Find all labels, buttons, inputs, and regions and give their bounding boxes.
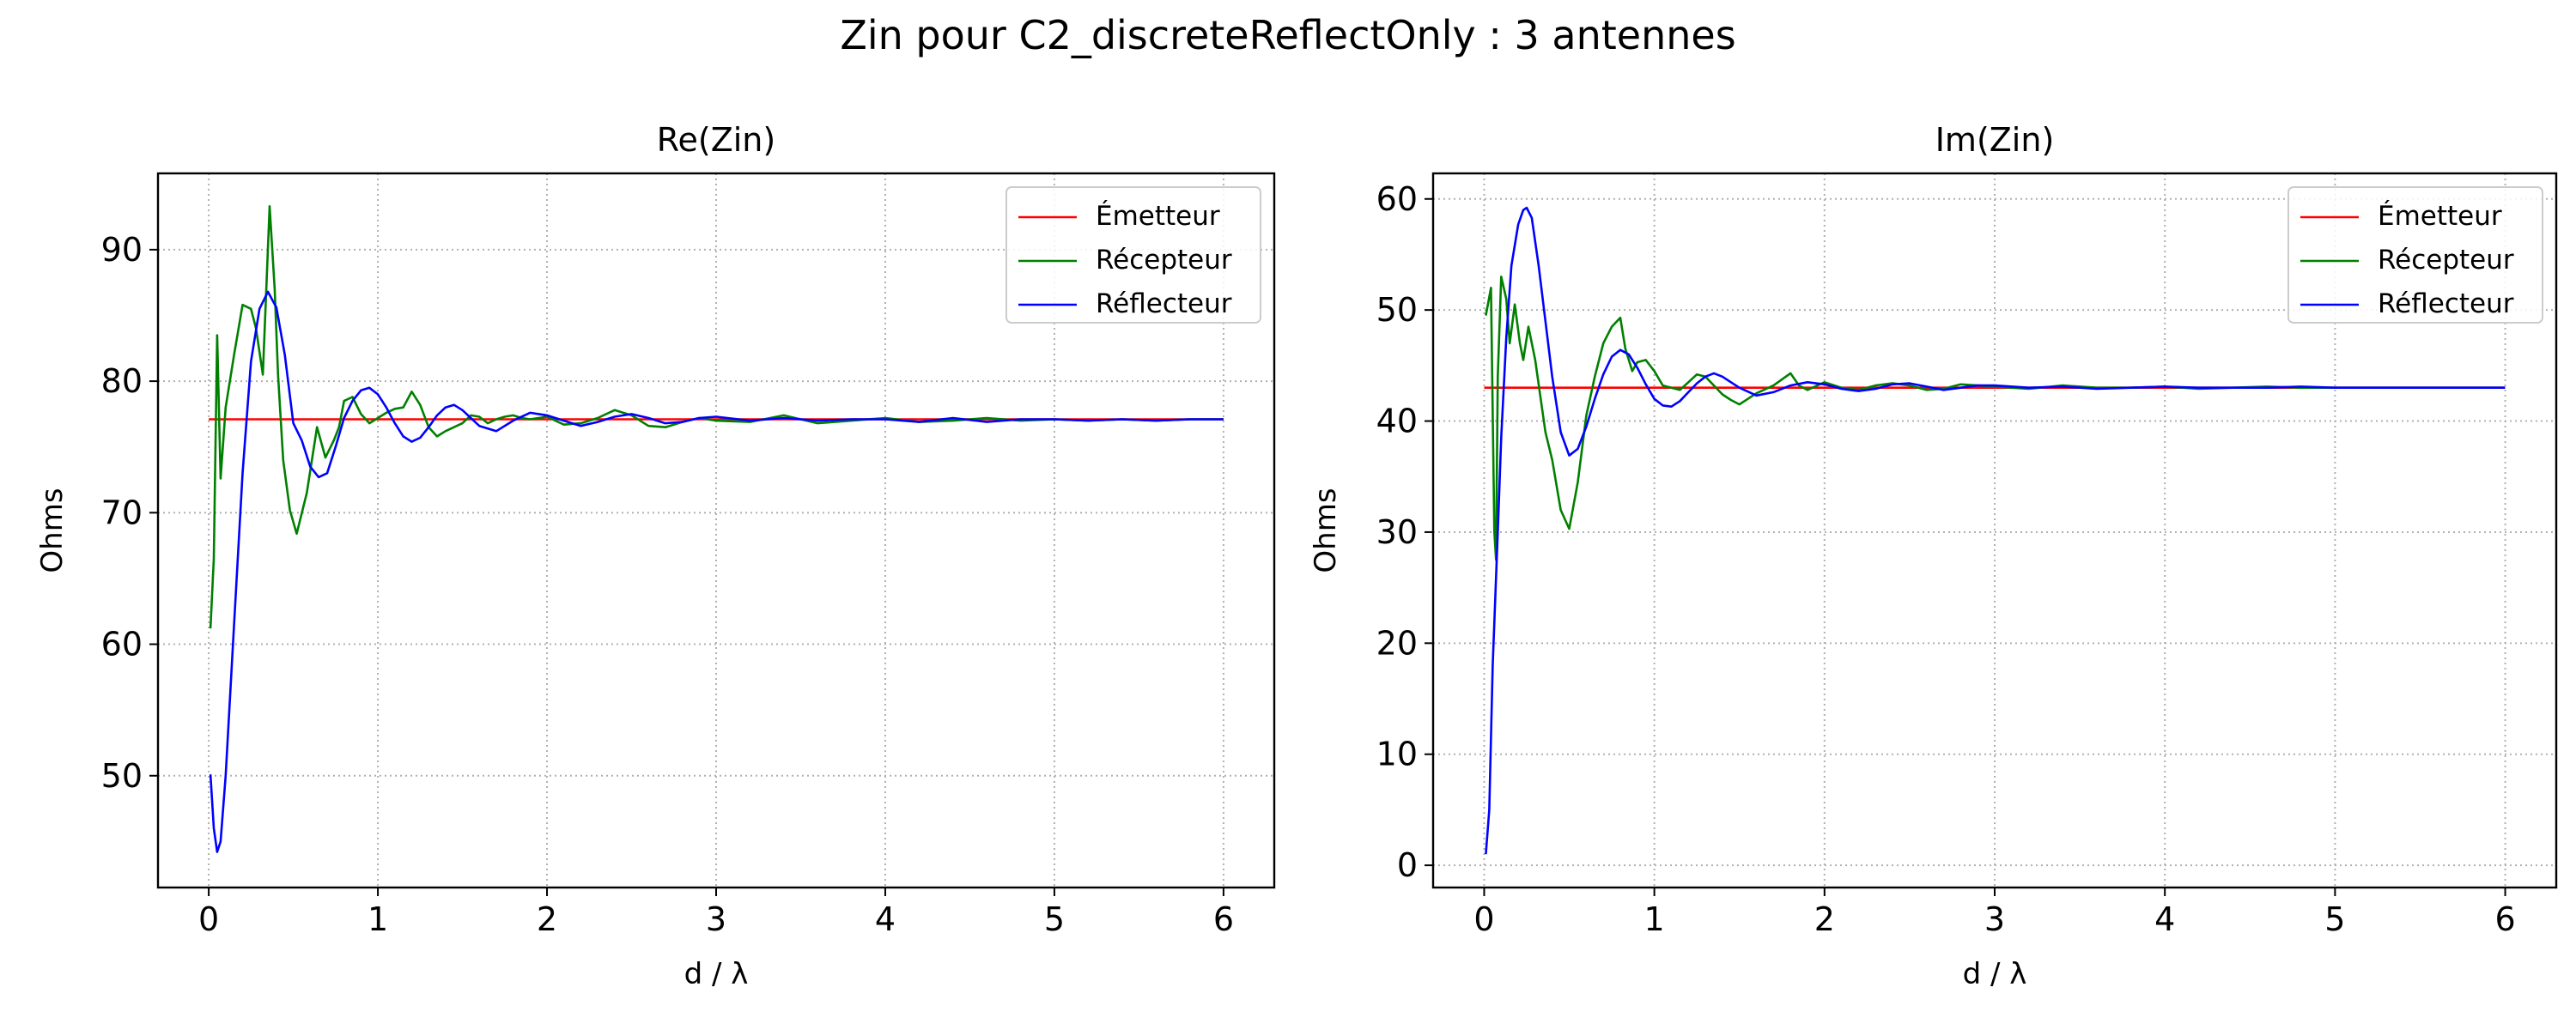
x-axis-label: d / λ [1963,957,2027,991]
legend-label-emetteur: Émetteur [2378,201,2502,232]
series-line-reflecteur [1485,206,2506,855]
y-tick-label: 0 [1397,846,1418,884]
legend: Émetteur Récepteur Réflecteur [1005,186,1261,324]
y-tick-label: 70 [101,494,143,531]
chart-title: Re(Zin) [657,121,775,159]
chart-title: Im(Zin) [1935,121,2055,159]
x-tick-label: 5 [2324,900,2345,938]
series-group [209,205,1224,853]
y-tick-label: 30 [1376,513,1418,551]
x-tick-label: 4 [2154,900,2175,938]
x-tick-label: 2 [1814,900,1835,938]
series-line-recepteur [209,205,1224,629]
x-tick-label: 3 [1984,900,2005,938]
series-group [1484,206,2506,855]
legend: Émetteur Récepteur Réflecteur [2287,186,2543,324]
legend-box [1005,186,1261,324]
legend-box [2287,186,2543,324]
legend-label-reflecteur: Réflecteur [2378,288,2514,319]
x-tick-label: 5 [1044,900,1065,938]
y-tick-label: 10 [1376,736,1418,773]
x-tick-label: 6 [2494,900,2515,938]
y-axis-label: Ohms [1309,488,1343,573]
legend-label-recepteur: Récepteur [2378,245,2514,276]
x-axis-label: d / λ [684,957,749,991]
y-tick-label: 60 [1376,180,1418,218]
x-tick-label: 2 [537,900,557,938]
x-tick-label: 4 [875,900,896,938]
y-tick-label: 90 [101,231,143,269]
y-axis-label: Ohms [35,488,70,573]
figure-title: Zin pour C2_discreteReflectOnly : 3 ante… [840,12,1736,58]
y-tick-label: 60 [101,626,143,663]
chart-re-zin: 0 1 2 3 4 5 6 50 60 70 80 90 Re(Zin) d / λ Ohms Émetteu… [35,121,1276,991]
x-tick-label: 3 [706,900,726,938]
x-tick-label: 0 [1473,900,1494,938]
y-tick-label: 20 [1376,624,1418,662]
grid [158,173,1274,888]
y-tick-label: 50 [101,757,143,795]
x-tick-label: 1 [1644,900,1665,938]
grid [1433,173,2556,888]
x-tick-label: 1 [368,900,388,938]
y-tick-label: 80 [101,362,143,400]
y-tick-label: 50 [1376,291,1418,329]
x-tick-label: 0 [198,900,219,938]
legend-label-emetteur: Émetteur [1096,201,1220,232]
y-tick-label: 40 [1376,403,1418,440]
x-tick-label: 6 [1213,900,1234,938]
legend-label-recepteur: Récepteur [1096,245,1232,276]
series-line-reflecteur [209,290,1224,853]
legend-label-reflecteur: Réflecteur [1096,288,1232,319]
